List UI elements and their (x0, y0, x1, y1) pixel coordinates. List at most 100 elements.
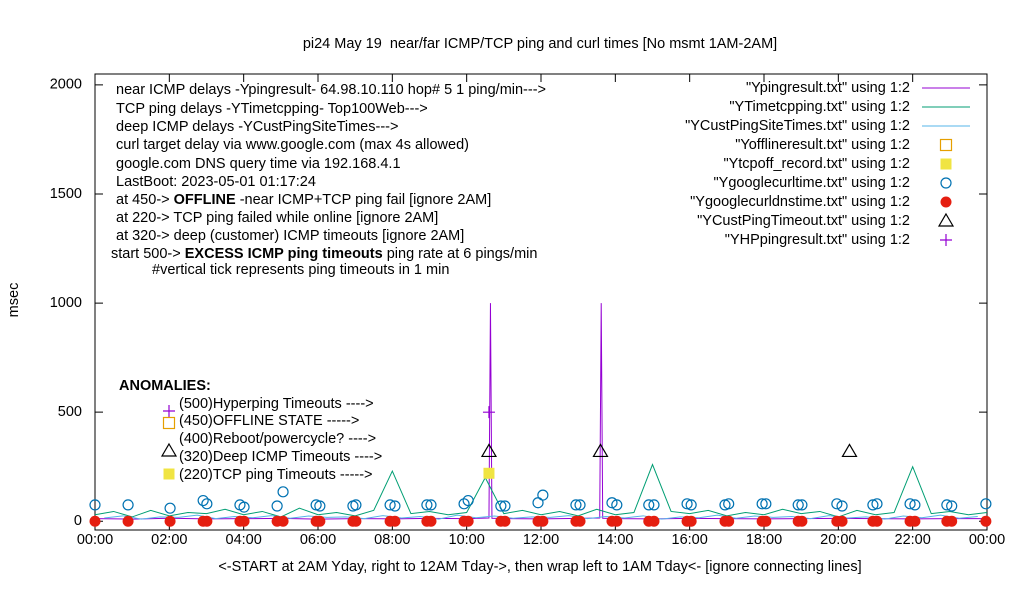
x-tick-label: 08:00 (374, 532, 410, 548)
annotation-part: EXCESS ICMP ping timeouts (185, 246, 383, 262)
point (946, 500, 958, 512)
y-tick-label: 0 (74, 513, 82, 529)
point (756, 498, 768, 510)
x-tick-label: 12:00 (523, 532, 559, 548)
y-tick-label: 1500 (50, 186, 82, 202)
anomaly-symbol (162, 416, 176, 430)
point (425, 515, 437, 527)
point (122, 515, 134, 527)
point (909, 515, 921, 527)
point (685, 515, 697, 527)
annotation: start 500-> EXCESS ICMP ping timeouts pi… (111, 246, 537, 262)
point (537, 489, 549, 501)
x-tick-label: 22:00 (895, 532, 931, 548)
point (483, 467, 495, 479)
point (480, 443, 498, 458)
point (648, 515, 660, 527)
anomaly-label: (320)Deep ICMP Timeouts ----> (179, 449, 382, 465)
annotation: google.com DNS query time via 192.168.4.… (116, 156, 401, 172)
anomaly-label: (220)TCP ping Timeouts -----> (179, 467, 373, 483)
point (836, 500, 848, 512)
legend-swatch (937, 212, 955, 227)
anomaly-label: (500)Hyperping Timeouts ----> (179, 396, 374, 412)
point (760, 515, 772, 527)
annotation: near ICMP delays -Ypingresult- 64.98.10.… (116, 82, 546, 98)
point (238, 515, 250, 527)
annotation: deep ICMP delays -YCustPingSiteTimes---> (116, 119, 398, 135)
point (314, 515, 326, 527)
x-tick-label: 10:00 (449, 532, 485, 548)
x-tick-label: 18:00 (746, 532, 782, 548)
point (904, 498, 916, 510)
point (685, 499, 697, 511)
anomaly-symbols (160, 405, 178, 480)
point (796, 515, 808, 527)
point (574, 515, 586, 527)
point (570, 499, 582, 511)
point (499, 515, 511, 527)
x-tick-label: 16:00 (672, 532, 708, 548)
annotation-part: at 220-> TCP ping failed while online [i… (116, 210, 438, 226)
annotation-part: curl target delay via www.google.com (ma… (116, 137, 469, 153)
legend-label: "Yofflineresult.txt" using 1:2 (735, 137, 910, 153)
point (867, 499, 879, 511)
point (723, 498, 735, 510)
annotation: at 220-> TCP ping failed while online [i… (116, 210, 438, 226)
annotation-part: -near ICMP+TCP ping fail [ignore 2AM] (236, 192, 492, 208)
point (350, 515, 362, 527)
anomaly-label: (450)OFFLINE STATE -----> (179, 413, 359, 429)
point (197, 494, 209, 507)
point (592, 443, 609, 458)
point (462, 494, 474, 507)
point (201, 515, 213, 527)
annotation-part: TCP ping delays -YTimetcpping- Top100Web… (116, 101, 428, 117)
legend-label: "YHPpingresult.txt" using 1:2 (725, 232, 910, 248)
annotation-part: at 320-> deep (customer) ICMP timeouts [… (116, 228, 464, 244)
y-axis-label: msec (6, 283, 22, 318)
annotation-part: #vertical tick represents ping timeouts … (152, 262, 449, 278)
legend-swatch (940, 158, 952, 170)
point (980, 498, 992, 510)
point (277, 515, 289, 527)
annotation-part: start 500-> (111, 246, 185, 262)
point (537, 515, 549, 527)
point (723, 515, 735, 527)
chart-title: pi24 May 19 near/far ICMP/TCP ping and c… (303, 36, 777, 52)
annotation: #vertical tick represents ping timeouts … (152, 262, 449, 278)
point (164, 515, 176, 527)
legend-label: "YCustPingTimeout.txt" using 1:2 (697, 213, 910, 229)
point (389, 515, 401, 527)
x-tick-label: 06:00 (300, 532, 336, 548)
point (871, 498, 883, 510)
legend-label: "Ygooglecurltime.txt" using 1:2 (714, 175, 910, 191)
annotation-part: deep ICMP delays -YCustPingSiteTimes---> (116, 119, 398, 135)
legend-label: "Ytcpoff_record.txt" using 1:2 (723, 156, 910, 172)
point (871, 515, 883, 527)
legend-label: "YCustPingSiteTimes.txt" using 1:2 (685, 118, 910, 134)
point (760, 498, 772, 510)
point (277, 486, 289, 498)
point (350, 499, 362, 511)
annotation: curl target delay via www.google.com (ma… (116, 137, 469, 153)
y-tick-label: 2000 (50, 77, 82, 93)
annotation: TCP ping delays -YTimetcpping- Top100Web… (116, 101, 428, 117)
point (946, 515, 958, 527)
point (574, 499, 586, 511)
x-tick-label: 20:00 (820, 532, 856, 548)
point (611, 515, 623, 527)
legend-label: "Ypingresult.txt" using 1:2 (746, 80, 910, 96)
point (841, 443, 858, 458)
x-tick-label: 04:00 (226, 532, 262, 548)
anomaly-symbol (163, 468, 175, 480)
point (164, 502, 176, 514)
point (421, 499, 433, 511)
point (499, 500, 511, 512)
legend-swatch (940, 234, 952, 246)
point (425, 499, 437, 511)
annotation: at 450-> OFFLINE -near ICMP+TCP ping fai… (116, 192, 491, 208)
legend-swatch (940, 177, 952, 189)
point (611, 499, 623, 511)
point (482, 406, 495, 419)
